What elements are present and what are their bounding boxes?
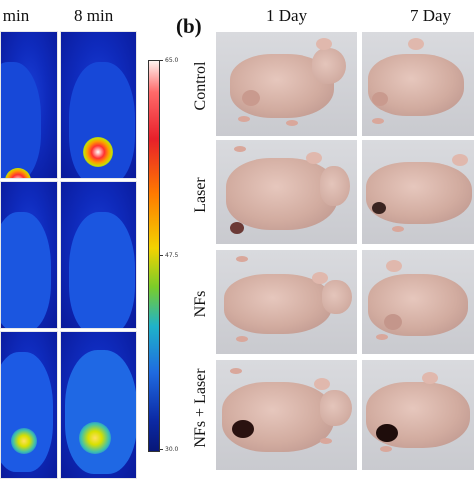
mouse-photo-control-day1 xyxy=(216,32,357,136)
panel-b-label: (b) xyxy=(176,14,202,38)
mouse-photo-laser-day1 xyxy=(216,140,357,244)
row-label-control: Control xyxy=(192,61,209,111)
thermal-image-row1-col1 xyxy=(0,31,58,179)
thermal-image-row3-col1 xyxy=(0,331,58,479)
panel-b-col-header-day1: 1 Day xyxy=(266,6,308,25)
colorbar-mid-label: 47.5 xyxy=(165,252,179,259)
mouse-photo-laser-day7 xyxy=(362,140,474,244)
panel-a-col-header-8min: 8 min xyxy=(74,6,114,25)
row-label-laser: Laser xyxy=(192,177,209,213)
thermal-image-row2-col2 xyxy=(60,181,137,329)
panel-b-col-header-day7: 7 Day xyxy=(410,6,452,25)
mouse-photo-nfs-day7 xyxy=(362,250,474,354)
row-label-nfs: NFs xyxy=(192,290,209,318)
row-label-nfs-laser: NFs + Laser xyxy=(192,368,209,448)
mouse-photo-control-day7 xyxy=(362,32,474,136)
panel-a-col-header-5min: 5 min xyxy=(0,6,30,25)
mouse-photo-nfs-laser-day1 xyxy=(216,360,357,470)
thermal-image-row2-col1 xyxy=(0,181,58,329)
colorbar-min-label: 30.0 xyxy=(165,446,179,453)
colorbar-max-label: 65.0 xyxy=(165,57,179,64)
thermal-image-row1-col2 xyxy=(60,31,137,179)
thermal-image-row3-col2 xyxy=(60,331,137,479)
temperature-colorbar xyxy=(148,60,160,452)
mouse-photo-nfs-day1 xyxy=(216,250,357,354)
mouse-photo-nfs-laser-day7 xyxy=(362,360,474,470)
